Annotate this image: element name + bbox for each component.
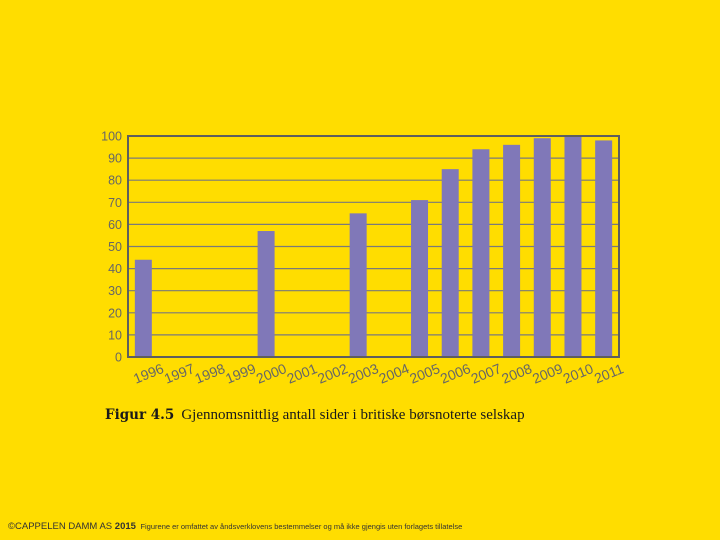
copyright-prefix: ©CAPPELEN DAMM AS bbox=[8, 521, 115, 532]
x-tick-label: 2000 bbox=[254, 360, 289, 387]
x-axis-tick-labels: 1996199719981999200020012002200320042005… bbox=[131, 360, 626, 387]
x-tick-label: 2001 bbox=[284, 360, 319, 387]
x-tick-label: 2011 bbox=[592, 360, 626, 386]
y-tick-label: 10 bbox=[108, 328, 122, 342]
y-tick-label: 20 bbox=[108, 306, 122, 320]
bar-2005 bbox=[411, 200, 429, 357]
bar-2003 bbox=[349, 213, 367, 357]
y-tick-label: 60 bbox=[108, 218, 122, 232]
x-tick-label: 2004 bbox=[377, 360, 412, 387]
x-tick-label: 2005 bbox=[407, 360, 442, 387]
y-tick-label: 70 bbox=[108, 196, 122, 210]
bar-2011 bbox=[595, 140, 613, 357]
bar-2010 bbox=[564, 136, 582, 357]
bar-2000 bbox=[257, 231, 275, 357]
bar-2006 bbox=[441, 169, 459, 357]
y-tick-label: 0 bbox=[115, 351, 122, 365]
figure-caption-text: Gjennomsnittlig antall sider i britiske … bbox=[181, 407, 525, 423]
figure-caption: Figur 4.5 Gjennomsnittlig antall sider i… bbox=[105, 407, 525, 424]
y-axis-tick-labels: 0 10 20 30 40 50 60 70 80 90 100 bbox=[101, 130, 122, 365]
x-tick-label: 2010 bbox=[561, 360, 596, 387]
x-tick-label: 1996 bbox=[131, 360, 166, 387]
y-tick-label: 40 bbox=[108, 262, 122, 276]
bar-2009 bbox=[533, 138, 551, 357]
y-tick-label: 30 bbox=[108, 284, 122, 298]
x-tick-label: 2006 bbox=[438, 360, 473, 387]
copyright-year: 2015 bbox=[114, 521, 136, 532]
x-tick-label: 1998 bbox=[192, 360, 227, 387]
bar-2008 bbox=[503, 144, 521, 357]
footer: ©CAPPELEN DAMM AS 2015 Figurene er omfat… bbox=[8, 521, 462, 532]
copyright-note: Figurene er omfattet av åndsverklovens b… bbox=[140, 522, 463, 531]
y-tick-label: 100 bbox=[101, 130, 122, 144]
copyright-text: ©CAPPELEN DAMM AS 2015 bbox=[8, 521, 136, 532]
x-tick-label: 1999 bbox=[223, 360, 258, 387]
y-tick-label: 50 bbox=[108, 240, 122, 254]
x-tick-label: 2007 bbox=[469, 360, 504, 387]
bars bbox=[134, 136, 613, 357]
x-tick-label: 1997 bbox=[162, 360, 197, 387]
x-tick-label: 2009 bbox=[530, 360, 565, 387]
y-tick-label: 80 bbox=[108, 174, 122, 188]
x-tick-label: 2008 bbox=[499, 360, 534, 387]
figure-label: Figur 4.5 bbox=[105, 407, 175, 423]
bar-1996 bbox=[134, 259, 152, 357]
x-tick-label: 2002 bbox=[315, 360, 350, 387]
plot-frame bbox=[127, 135, 620, 358]
y-tick-label: 90 bbox=[108, 152, 122, 166]
x-tick-label: 2003 bbox=[346, 360, 381, 387]
bar-2007 bbox=[472, 149, 490, 357]
